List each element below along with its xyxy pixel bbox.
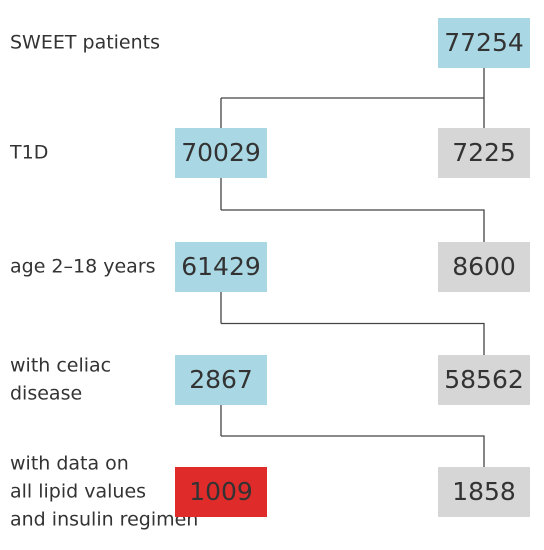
excluded-box (438, 467, 530, 517)
included-box (175, 467, 267, 517)
included-box-value: 70029 (181, 138, 261, 167)
connector (220, 68, 485, 128)
included-box (175, 355, 267, 405)
stage-label: T1D (9, 142, 48, 164)
included-box-value: 61429 (181, 252, 261, 281)
stage-label: disease (10, 383, 82, 405)
stage-label: SWEET patients (10, 32, 160, 54)
stage-label: all lipid values (10, 481, 146, 503)
excluded-box (438, 355, 530, 405)
start-box-value: 77254 (444, 28, 524, 57)
included-box-value: 1009 (189, 477, 253, 506)
included-box-value: 2867 (189, 365, 253, 394)
excluded-box-value: 58562 (444, 365, 524, 394)
excluded-box-value: 7225 (452, 138, 516, 167)
included-box (175, 128, 267, 178)
stage-label: and insulin regimen (10, 509, 198, 531)
stage-label: age 2–18 years (10, 256, 156, 278)
connector (220, 405, 485, 467)
stage-label: with celiac (10, 355, 111, 377)
connector (220, 292, 485, 355)
connector (220, 178, 485, 242)
excluded-box (438, 242, 530, 292)
excluded-box (438, 128, 530, 178)
stage-label: with data on (10, 453, 129, 475)
included-box (175, 242, 267, 292)
excluded-box-value: 8600 (452, 252, 516, 281)
start-box (438, 18, 530, 68)
excluded-box-value: 1858 (452, 477, 516, 506)
